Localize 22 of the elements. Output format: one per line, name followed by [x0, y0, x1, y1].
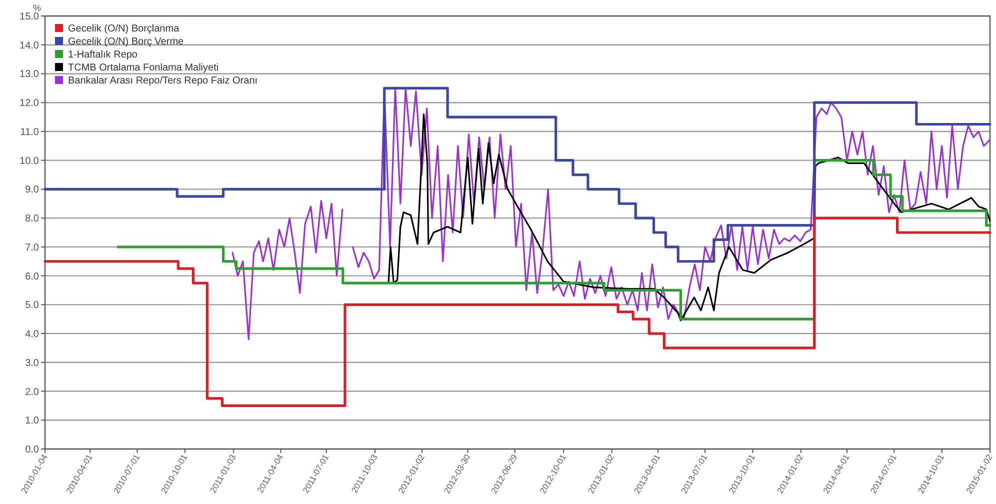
y-tick-label: 1.0	[25, 416, 40, 427]
legend-label: Gecelik (O/N) Borçlanma	[68, 24, 180, 34]
y-tick-label: 12.0	[20, 98, 40, 110]
y-tick-label: 0.0	[25, 444, 40, 456]
legend-label: Bankalar Arası Repo/Ters Repo Faiz Oranı	[68, 76, 258, 86]
legend-label: Gecelik (O/N) Borç Verme	[68, 36, 184, 48]
y-tick-label: 3.0	[25, 358, 40, 369]
y-tick-label: 2.0	[25, 386, 40, 398]
y-tick-label: 11.0	[20, 126, 40, 138]
y-tick-label: 7.0	[25, 242, 40, 254]
y-tick-label: 14.0	[20, 40, 40, 52]
y-axis-title: %	[33, 3, 42, 13]
y-tick-label: 10.0	[20, 156, 40, 167]
y-tick-label: 6.0	[25, 271, 40, 282]
y-tick-label: 8.0	[25, 214, 40, 225]
y-tick-label: 13.0	[20, 69, 40, 80]
y-tick-label: 4.0	[25, 329, 40, 340]
y-tick-label: 5.0	[25, 300, 40, 312]
legend-label: 1-Haftalık Repo	[68, 50, 138, 60]
y-tick-label: 9.0	[25, 184, 40, 196]
legend-label: TCMB Ortalama Fonlama Maliyeti	[68, 62, 219, 74]
y-tick-label: 15.0	[20, 12, 40, 22]
